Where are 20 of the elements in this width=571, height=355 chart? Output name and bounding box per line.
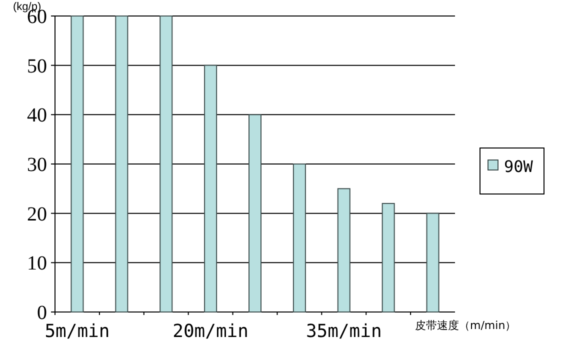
- bar: [337, 188, 350, 312]
- x-tick-label: 20m/min: [172, 321, 248, 342]
- bar: [70, 16, 84, 312]
- y-tick-label: 0: [37, 302, 47, 324]
- legend-label: 90W: [504, 157, 534, 176]
- x-tick-label: 35m/min: [306, 321, 382, 342]
- y-tick-label: 50: [27, 55, 47, 78]
- bar: [382, 202, 395, 312]
- bar: [204, 64, 218, 312]
- y-tick-label: 30: [27, 154, 47, 176]
- y-tick-label: 20: [27, 203, 47, 226]
- bar: [248, 114, 262, 312]
- bar: [115, 16, 128, 312]
- x-axis-title: 皮带速度（m/min）: [415, 319, 516, 332]
- bar: [160, 16, 173, 312]
- x-tick-label: 5m/min: [44, 321, 110, 342]
- bar: [292, 164, 306, 312]
- y-tick-label: 10: [27, 252, 47, 275]
- bar: [426, 212, 440, 312]
- y-tick-label: 40: [27, 104, 47, 127]
